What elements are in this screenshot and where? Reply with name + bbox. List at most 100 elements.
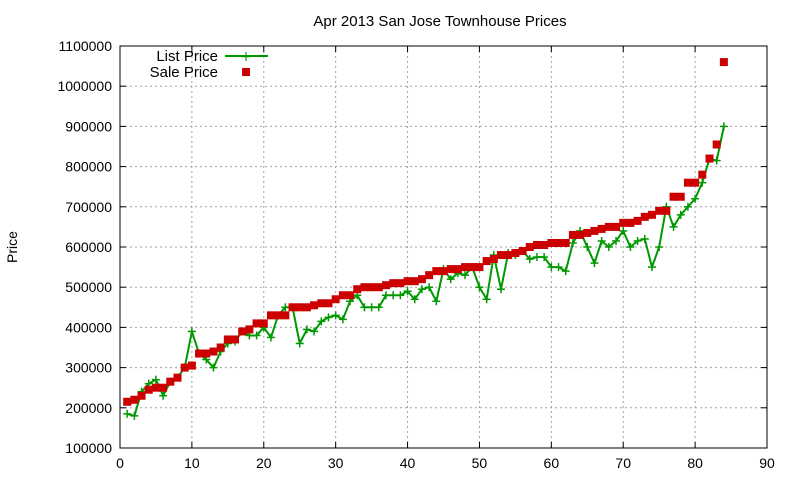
- sale-price-point: [374, 283, 383, 292]
- sale-price-point: [367, 283, 376, 292]
- sale-price-point: [353, 285, 362, 294]
- sale-price-point: [640, 212, 649, 221]
- list-price-point: [554, 263, 563, 272]
- list-price-point: [547, 263, 556, 272]
- list-price-point: [497, 285, 506, 294]
- list-price-point: [655, 243, 664, 251]
- sale-price-point: [597, 224, 606, 233]
- sale-price-point: [195, 349, 204, 358]
- sale-price-point: [662, 206, 671, 215]
- sale-price-point: [274, 311, 283, 320]
- list-price-point: [302, 325, 311, 334]
- legend: List Price + Sale Price: [150, 48, 268, 81]
- list-price-point: [295, 339, 304, 348]
- y-axis-label: Price: [4, 231, 20, 263]
- list-price-point: [317, 317, 326, 326]
- sale-price-point: [238, 327, 247, 336]
- legend-marker-sale-price: [242, 68, 250, 76]
- sale-price-point: [223, 335, 232, 344]
- list-price-point: [532, 253, 541, 262]
- x-tick-label: 0: [116, 455, 124, 471]
- sale-price-point: [410, 277, 419, 286]
- sale-price-point: [425, 271, 434, 280]
- x-tick-label: 10: [184, 455, 200, 471]
- list-price-point: [683, 202, 692, 211]
- sale-price-point: [144, 385, 153, 394]
- y-tick-label: 1000000: [57, 78, 112, 94]
- list-price-line: [126, 126, 725, 418]
- chart-title: Apr 2013 San Jose Townhouse Prices: [313, 13, 566, 30]
- x-tick-label: 70: [615, 455, 631, 471]
- list-price-point: [310, 327, 319, 336]
- sale-price-point: [302, 303, 311, 312]
- x-tick-label: 90: [759, 455, 775, 471]
- sale-price-point: [324, 299, 333, 308]
- list-price-point: [187, 327, 196, 336]
- sale-price-point: [360, 283, 369, 292]
- sale-price-point: [346, 291, 355, 300]
- sale-price-point: [604, 222, 613, 231]
- list-price-point: [151, 375, 160, 384]
- sale-price-point: [381, 281, 390, 290]
- sale-price-point: [576, 230, 585, 239]
- sale-price-point: [676, 192, 685, 201]
- x-tick-label: 40: [400, 455, 416, 471]
- list-price-point: [619, 226, 628, 235]
- y-tick-label: 800000: [65, 159, 112, 175]
- sale-price-point: [389, 279, 398, 288]
- list-price-point: [389, 291, 398, 300]
- sale-price-point: [288, 303, 297, 312]
- sale-price-point: [432, 267, 441, 276]
- list-price-point: [482, 295, 491, 304]
- sale-price-point: [554, 238, 563, 247]
- list-price-point: [432, 297, 441, 306]
- axes: [119, 45, 768, 449]
- sale-price-point: [202, 349, 211, 358]
- list-price-point: [691, 194, 700, 203]
- series-markers: [123, 58, 728, 420]
- sale-price-point: [712, 140, 721, 149]
- sale-price-point: [719, 58, 728, 67]
- y-tick-label: 1100000: [59, 38, 113, 54]
- list-price-point: [396, 291, 405, 300]
- sale-price-point: [468, 263, 477, 272]
- sale-price-point: [540, 240, 549, 249]
- list-price-point: [676, 210, 685, 219]
- sale-price-point: [266, 311, 275, 320]
- sale-price-point: [482, 257, 491, 266]
- x-tick-label: 20: [256, 455, 272, 471]
- sale-price-point: [187, 361, 196, 370]
- y-tick-label: 100000: [65, 440, 112, 456]
- list-price-point: [338, 315, 347, 324]
- list-price-point: [417, 285, 426, 294]
- list-price-point: [698, 178, 707, 187]
- list-price-point: [590, 259, 599, 268]
- list-price-point: [159, 391, 168, 400]
- list-price-point: [604, 243, 613, 251]
- sale-price-point: [245, 325, 254, 334]
- legend-marker-list-price: +: [240, 49, 252, 65]
- y-tick-label: 700000: [65, 199, 112, 215]
- sale-price-point: [489, 255, 498, 264]
- sale-price-point: [590, 226, 599, 235]
- sale-price-point: [561, 238, 570, 247]
- plot-border: [119, 45, 768, 449]
- sale-price-point: [691, 178, 700, 187]
- sale-price-point: [532, 240, 541, 249]
- sale-price-point: [259, 319, 268, 328]
- sale-price-point: [151, 383, 160, 392]
- list-price-point: [324, 313, 333, 322]
- sale-price-point: [310, 301, 319, 310]
- sale-price-point: [173, 373, 182, 382]
- sale-price-point: [612, 222, 621, 231]
- sale-price-point: [417, 275, 426, 284]
- list-price-point: [540, 253, 549, 262]
- list-price-point: [367, 303, 376, 312]
- sale-price-point: [159, 383, 168, 392]
- list-price-point: [583, 243, 592, 251]
- sale-price-point: [180, 363, 189, 372]
- list-price-point: [719, 122, 728, 131]
- sale-price-point: [669, 192, 678, 201]
- sale-price-point: [396, 279, 405, 288]
